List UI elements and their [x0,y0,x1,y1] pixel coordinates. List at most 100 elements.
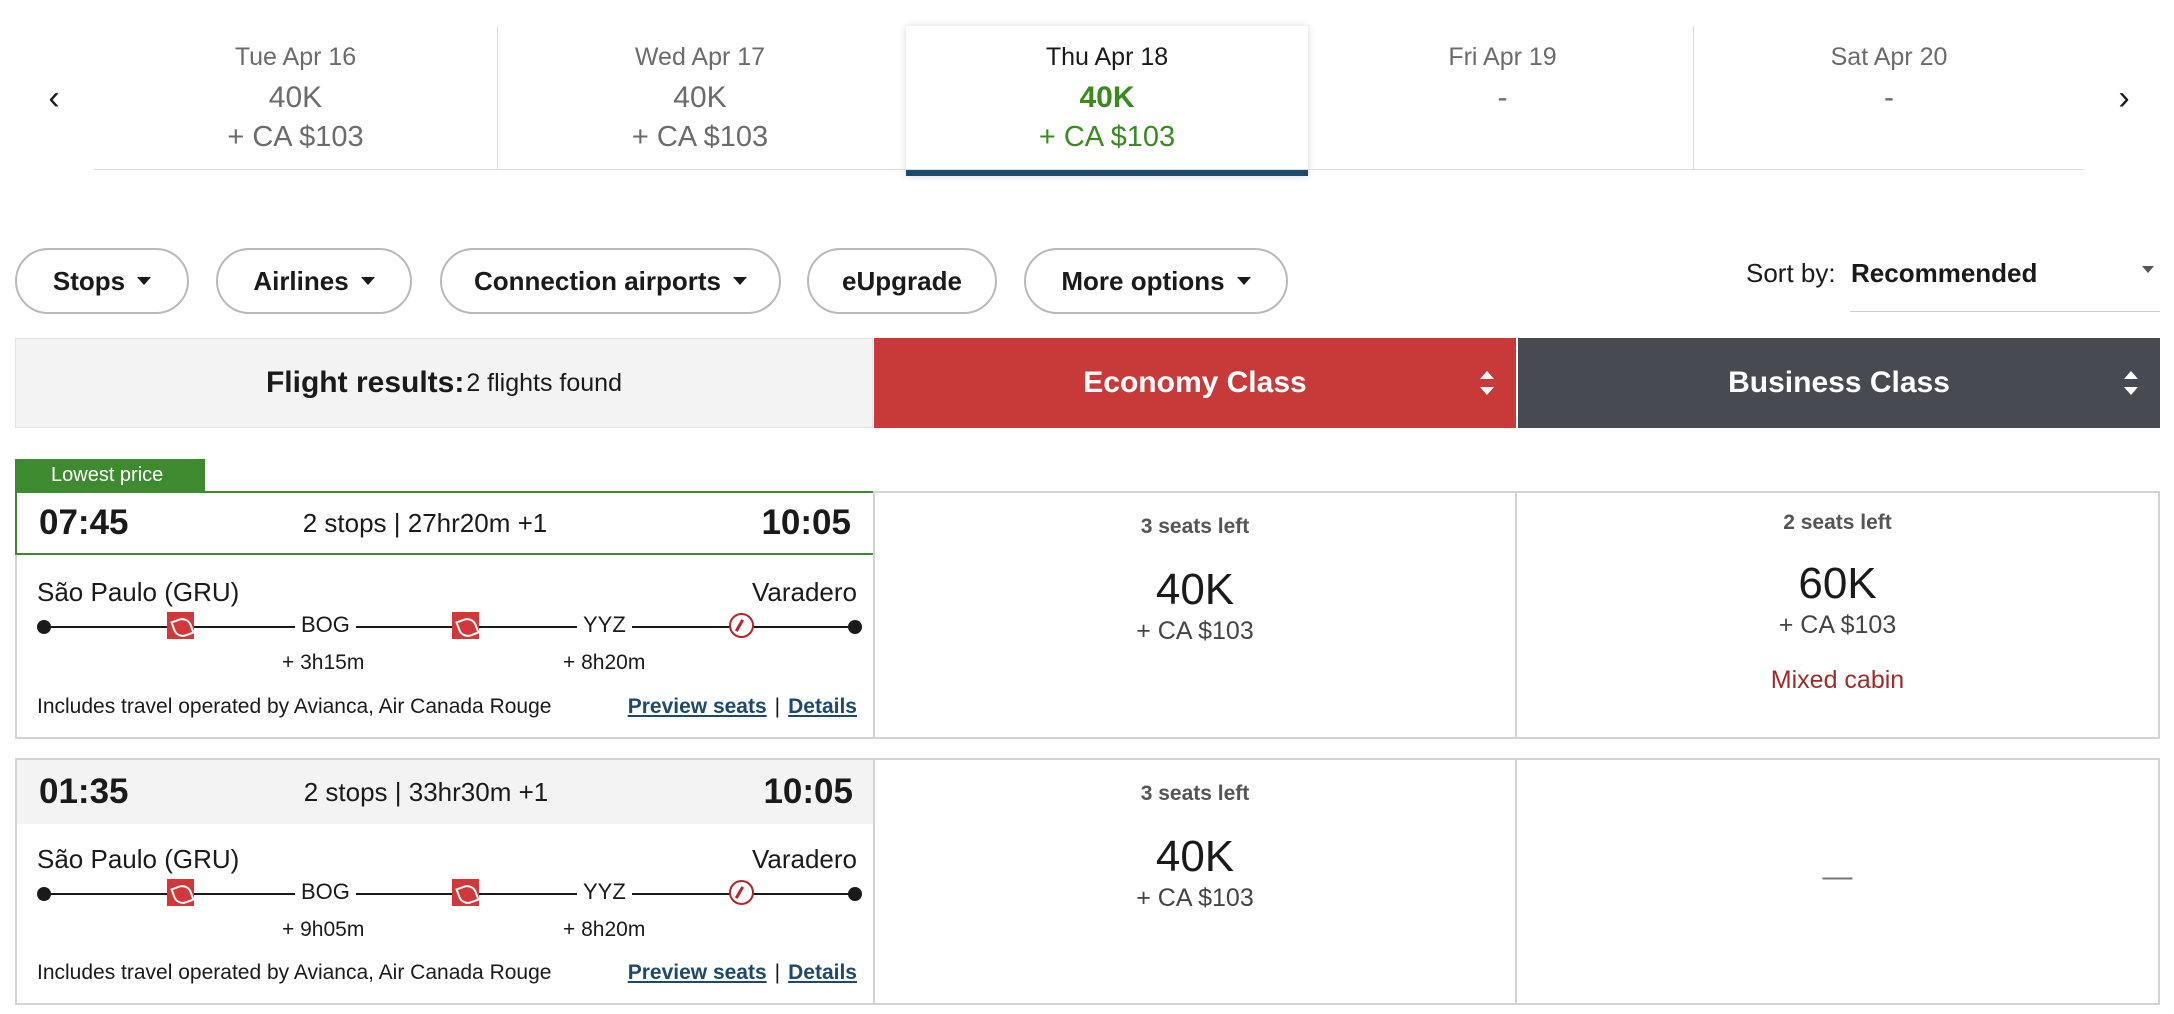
sort-toggle-icon[interactable] [2124,371,2138,395]
stops-filter-button[interactable]: Stops [15,248,189,314]
fare-points: 60K [1798,559,1877,608]
fare-cash: + CA $103 [1778,611,1897,639]
stops-filter-label: Stops [52,265,126,296]
date-points: 40K [1079,81,1135,114]
sort-label: Sort by: [1746,258,1836,288]
operated-by-note: Includes travel operated by Avianca, Air… [37,961,552,984]
results-title: Flight results: [265,366,465,399]
layover-duration: + 8h20m [563,918,646,941]
flight-time-bar: 01:35 2 stops | 33hr30m +1 10:05 [17,760,875,824]
destination-dot [848,620,862,634]
stops-duration: 2 stops | 33hr30m +1 [303,776,549,807]
arrival-time: 10:05 [763,772,853,811]
results-count: 2 flights found [466,368,622,397]
seats-left: 3 seats left [1140,515,1250,538]
chevron-left-icon[interactable]: ‹ [48,79,60,117]
date-label: Fri Apr 19 [1448,43,1557,71]
preview-seats-link[interactable]: Preview seats [627,961,767,984]
more-options-label: More options [1061,265,1225,296]
seats-left: 2 seats left [1783,511,1892,534]
date-points: - [1884,81,1894,114]
economy-fare-cell[interactable]: 3 seats left 40K + CA $103 [873,758,1517,1005]
departure-time: 01:35 [39,772,129,811]
airlines-filter-button[interactable]: Airlines [216,248,412,314]
flight-time-bar: 07:45 2 stops | 27hr20m +1 10:05 [15,491,875,555]
flight-itinerary: 01:35 2 stops | 33hr30m +1 10:05 São Pau… [15,758,875,1005]
chevron-right-icon[interactable]: › [2118,79,2130,117]
stops-duration: 2 stops | 27hr20m +1 [302,507,548,538]
date-tab-apr-19[interactable]: Fri Apr 19 - [1312,26,1694,170]
fare-cash: + CA $103 [1136,617,1254,645]
departure-time: 07:45 [39,503,129,542]
business-class-label: Business Class [1728,366,1950,399]
fare-points: 40K [1155,832,1235,881]
destination-dot [848,887,862,901]
date-strip-divider [94,169,2084,170]
business-class-header[interactable]: Business Class [1518,338,2160,428]
fare-points: 40K [1155,565,1235,614]
destination-airport: Varadero [751,844,857,874]
connection-airport: YYZ [577,879,632,905]
caret-down-icon [2142,266,2154,273]
air-canada-logo-icon [452,879,479,906]
economy-fare-cell[interactable]: 3 seats left 40K + CA $103 [873,491,1517,739]
route-line [43,626,855,628]
more-options-button[interactable]: More options [1024,248,1288,314]
link-divider: | [774,961,781,984]
route-diagram: BOG + 3h15m YYZ + 8h20m [37,611,867,675]
date-tab-apr-18[interactable]: Thu Apr 18 40K + CA $103 [906,26,1308,176]
arrival-time: 10:05 [761,503,851,542]
date-cash: + CA $103 [1038,121,1176,153]
flight-row: 07:45 2 stops | 27hr20m +1 10:05 São Pau… [15,491,2160,739]
eupgrade-filter-label: eUpgrade [842,265,962,296]
mixed-cabin-note: Mixed cabin [1770,666,1905,694]
date-label: Tue Apr 16 [234,43,357,71]
operated-by-note: Includes travel operated by Avianca, Air… [37,695,552,718]
selected-date-indicator [906,169,1308,176]
details-link[interactable]: Details [788,695,857,718]
date-tab-apr-20[interactable]: Sat Apr 20 - [1694,26,2084,170]
route-line [43,893,855,895]
date-label: Thu Apr 18 [1045,43,1169,71]
layover-duration: + 8h20m [563,651,646,674]
date-strip: ‹ Tue Apr 16 40K + CA $103 Wed Apr 17 40… [0,0,2174,180]
flight-itinerary: 07:45 2 stops | 27hr20m +1 10:05 São Pau… [15,491,875,739]
connection-airports-filter-button[interactable]: Connection airports [440,248,781,314]
link-divider: | [774,695,781,718]
details-link[interactable]: Details [788,961,857,984]
date-points: - [1497,81,1508,114]
air-canada-logo-icon [167,612,194,639]
origin-airport: São Paulo (GRU) [37,844,240,874]
business-fare-cell[interactable]: 2 seats left 60K + CA $103 Mixed cabin [1517,491,2160,739]
airlines-filter-label: Airlines [253,265,349,296]
origin-airport: São Paulo (GRU) [37,577,240,607]
caret-down-icon [360,277,375,285]
date-label: Sat Apr 20 [1830,43,1948,71]
caret-down-icon [733,277,747,285]
connection-airport: YYZ [577,612,632,638]
date-tab-apr-17[interactable]: Wed Apr 17 40K + CA $103 [498,26,902,170]
flight-links: Preview seats | Details [628,961,857,985]
eupgrade-filter-button[interactable]: eUpgrade [807,248,997,314]
business-fare-cell: — [1517,758,2160,1005]
date-tab-apr-16[interactable]: Tue Apr 16 40K + CA $103 [94,26,498,170]
sort-value: Recommended [1851,258,2038,288]
sort-select[interactable]: Recommended [1850,252,2160,312]
date-points: 40K [673,81,727,114]
air-canada-logo-icon [167,879,194,906]
date-label: Wed Apr 17 [634,43,766,71]
route-diagram: BOG + 9h05m YYZ + 8h20m [37,878,867,942]
preview-seats-link[interactable]: Preview seats [627,695,767,718]
origin-dot [37,887,51,901]
economy-class-label: Economy Class [1083,366,1307,399]
flight-row: 01:35 2 stops | 33hr30m +1 10:05 São Pau… [15,758,2160,1005]
flight-links: Preview seats | Details [628,695,857,719]
air-canada-rouge-logo-icon [729,613,754,638]
layover-duration: + 9h05m [282,918,365,941]
caret-down-icon [1236,277,1251,285]
origin-dot [37,620,51,634]
destination-airport: Varadero [751,577,857,607]
economy-class-header[interactable]: Economy Class [874,338,1516,428]
sort-toggle-icon[interactable] [1480,371,1494,395]
unavailable-dash: — [1822,860,1853,893]
